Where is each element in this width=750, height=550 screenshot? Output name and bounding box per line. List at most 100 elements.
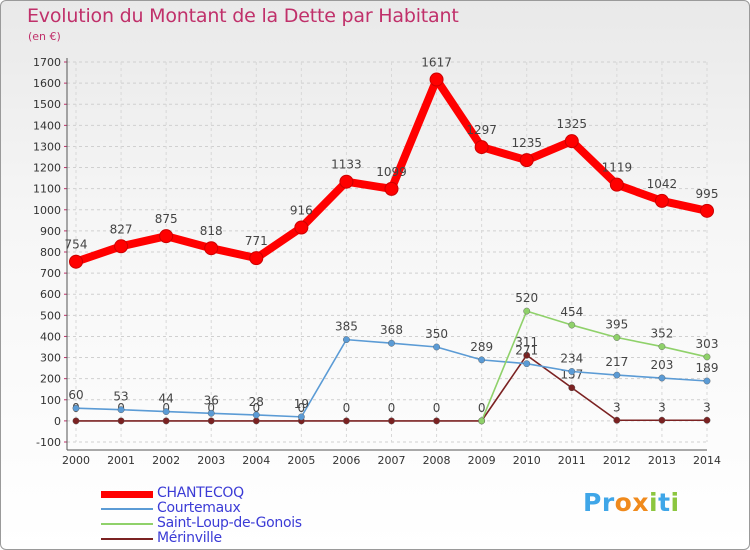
legend-label: Mérinville [157, 530, 222, 546]
data-point [523, 360, 531, 368]
data-label: 1617 [421, 56, 452, 70]
data-label: 1099 [376, 165, 407, 179]
data-label: 28 [249, 395, 264, 409]
data-label: 1235 [511, 136, 542, 150]
data-point [474, 140, 489, 155]
y-tick-label: 1300 [33, 140, 61, 153]
data-point [297, 413, 305, 421]
data-label: 0 [343, 401, 351, 415]
data-point [658, 416, 666, 424]
data-label: 454 [560, 305, 583, 319]
data-label: 303 [696, 337, 719, 351]
chart-subtitle: (en €) [28, 30, 61, 43]
y-tick-label: 1100 [33, 183, 61, 196]
data-label: 189 [696, 361, 719, 375]
data-label: 1119 [602, 161, 633, 175]
data-point [388, 339, 395, 347]
data-label: 818 [200, 224, 223, 238]
y-tick-label: 1200 [33, 162, 61, 175]
data-label: 3 [658, 400, 666, 414]
proxiti-logo: Proxiti [583, 488, 680, 517]
data-point [162, 408, 170, 415]
data-label: 1297 [466, 123, 497, 137]
data-point [294, 220, 309, 235]
legend-swatch [101, 538, 153, 540]
data-point [568, 384, 576, 392]
data-point [384, 181, 399, 196]
series-chantecoq: 754 827 875 818 771 916 1133 1099 1617 1297 1235 13… [65, 56, 719, 269]
data-label: 60 [68, 388, 83, 402]
x-tick-label: 2012 [603, 454, 631, 467]
data-label: 0 [433, 401, 441, 415]
data-point [523, 307, 531, 315]
x-tick-label: 2007 [378, 454, 406, 467]
x-tick-label: 2000 [62, 454, 90, 467]
chart-title: Evolution du Montant de la Dette par Hab… [27, 5, 459, 27]
logo-letter: r [601, 488, 615, 517]
data-label: 36 [204, 393, 219, 407]
data-label: 385 [335, 320, 358, 334]
data-point [613, 334, 621, 341]
data-point [339, 174, 354, 189]
y-tick-label: 500 [40, 309, 61, 322]
data-point [249, 251, 264, 266]
x-tick-label: 2001 [107, 454, 135, 467]
logo-letter: o [614, 488, 633, 517]
x-tick-label: 2013 [648, 454, 676, 467]
y-tick-label: 1500 [33, 98, 61, 111]
x-tick-label: 2010 [513, 454, 541, 467]
data-point [658, 374, 666, 382]
data-label: 1133 [331, 158, 362, 172]
data-point [162, 417, 170, 425]
x-tick-label: 2008 [423, 454, 451, 467]
x-tick-label: 2009 [468, 454, 496, 467]
data-point [207, 417, 215, 425]
data-point [478, 356, 486, 364]
logo-letter: t [658, 488, 671, 517]
y-tick-label: 0 [54, 415, 61, 428]
x-tick-label: 2006 [332, 454, 360, 467]
y-tick-label: 300 [40, 352, 61, 365]
data-point [703, 353, 711, 361]
y-tick-label: 1600 [33, 77, 61, 90]
x-tick-label: 2014 [693, 454, 721, 467]
data-point [114, 239, 129, 254]
legend-swatch [101, 508, 153, 510]
y-tick-label: 600 [40, 288, 61, 301]
data-point [568, 368, 576, 375]
data-point [72, 404, 80, 412]
series-line [480, 310, 708, 422]
data-label: 0 [207, 401, 215, 415]
data-point [703, 416, 711, 424]
legend-label: Saint-Loup-de-Gonois [157, 515, 302, 531]
data-point [613, 371, 621, 379]
series-m-rinville: 0000000000311157333 [72, 335, 711, 425]
data-point [204, 241, 219, 256]
data-label: 916 [290, 204, 313, 218]
data-point [69, 254, 83, 269]
logo-letter: x [632, 488, 649, 517]
data-point [252, 417, 260, 425]
data-label: 995 [696, 187, 719, 201]
data-label: 754 [65, 238, 88, 252]
data-point [700, 203, 714, 218]
data-label: 771 [245, 234, 268, 248]
y-tick-label: 1400 [33, 119, 61, 132]
y-tick-label: 900 [40, 225, 61, 238]
data-point [478, 417, 486, 425]
data-point [72, 417, 80, 425]
data-label: 3 [703, 400, 711, 414]
data-point [519, 153, 534, 168]
data-label: 44 [159, 392, 174, 406]
data-label: 1325 [557, 117, 588, 131]
series-courtemaux: 60 53 44 36 28 19 385 368 350 289 271 234 217 203 189 [68, 320, 719, 421]
data-label: 0 [298, 401, 306, 415]
data-label: 0 [388, 401, 396, 415]
data-label: 217 [605, 355, 628, 369]
data-point [564, 134, 579, 149]
data-point [343, 417, 350, 425]
data-label: 520 [515, 291, 538, 305]
data-label: 0 [478, 401, 486, 415]
y-tick-label: 700 [40, 267, 61, 280]
data-label: 289 [470, 340, 493, 354]
